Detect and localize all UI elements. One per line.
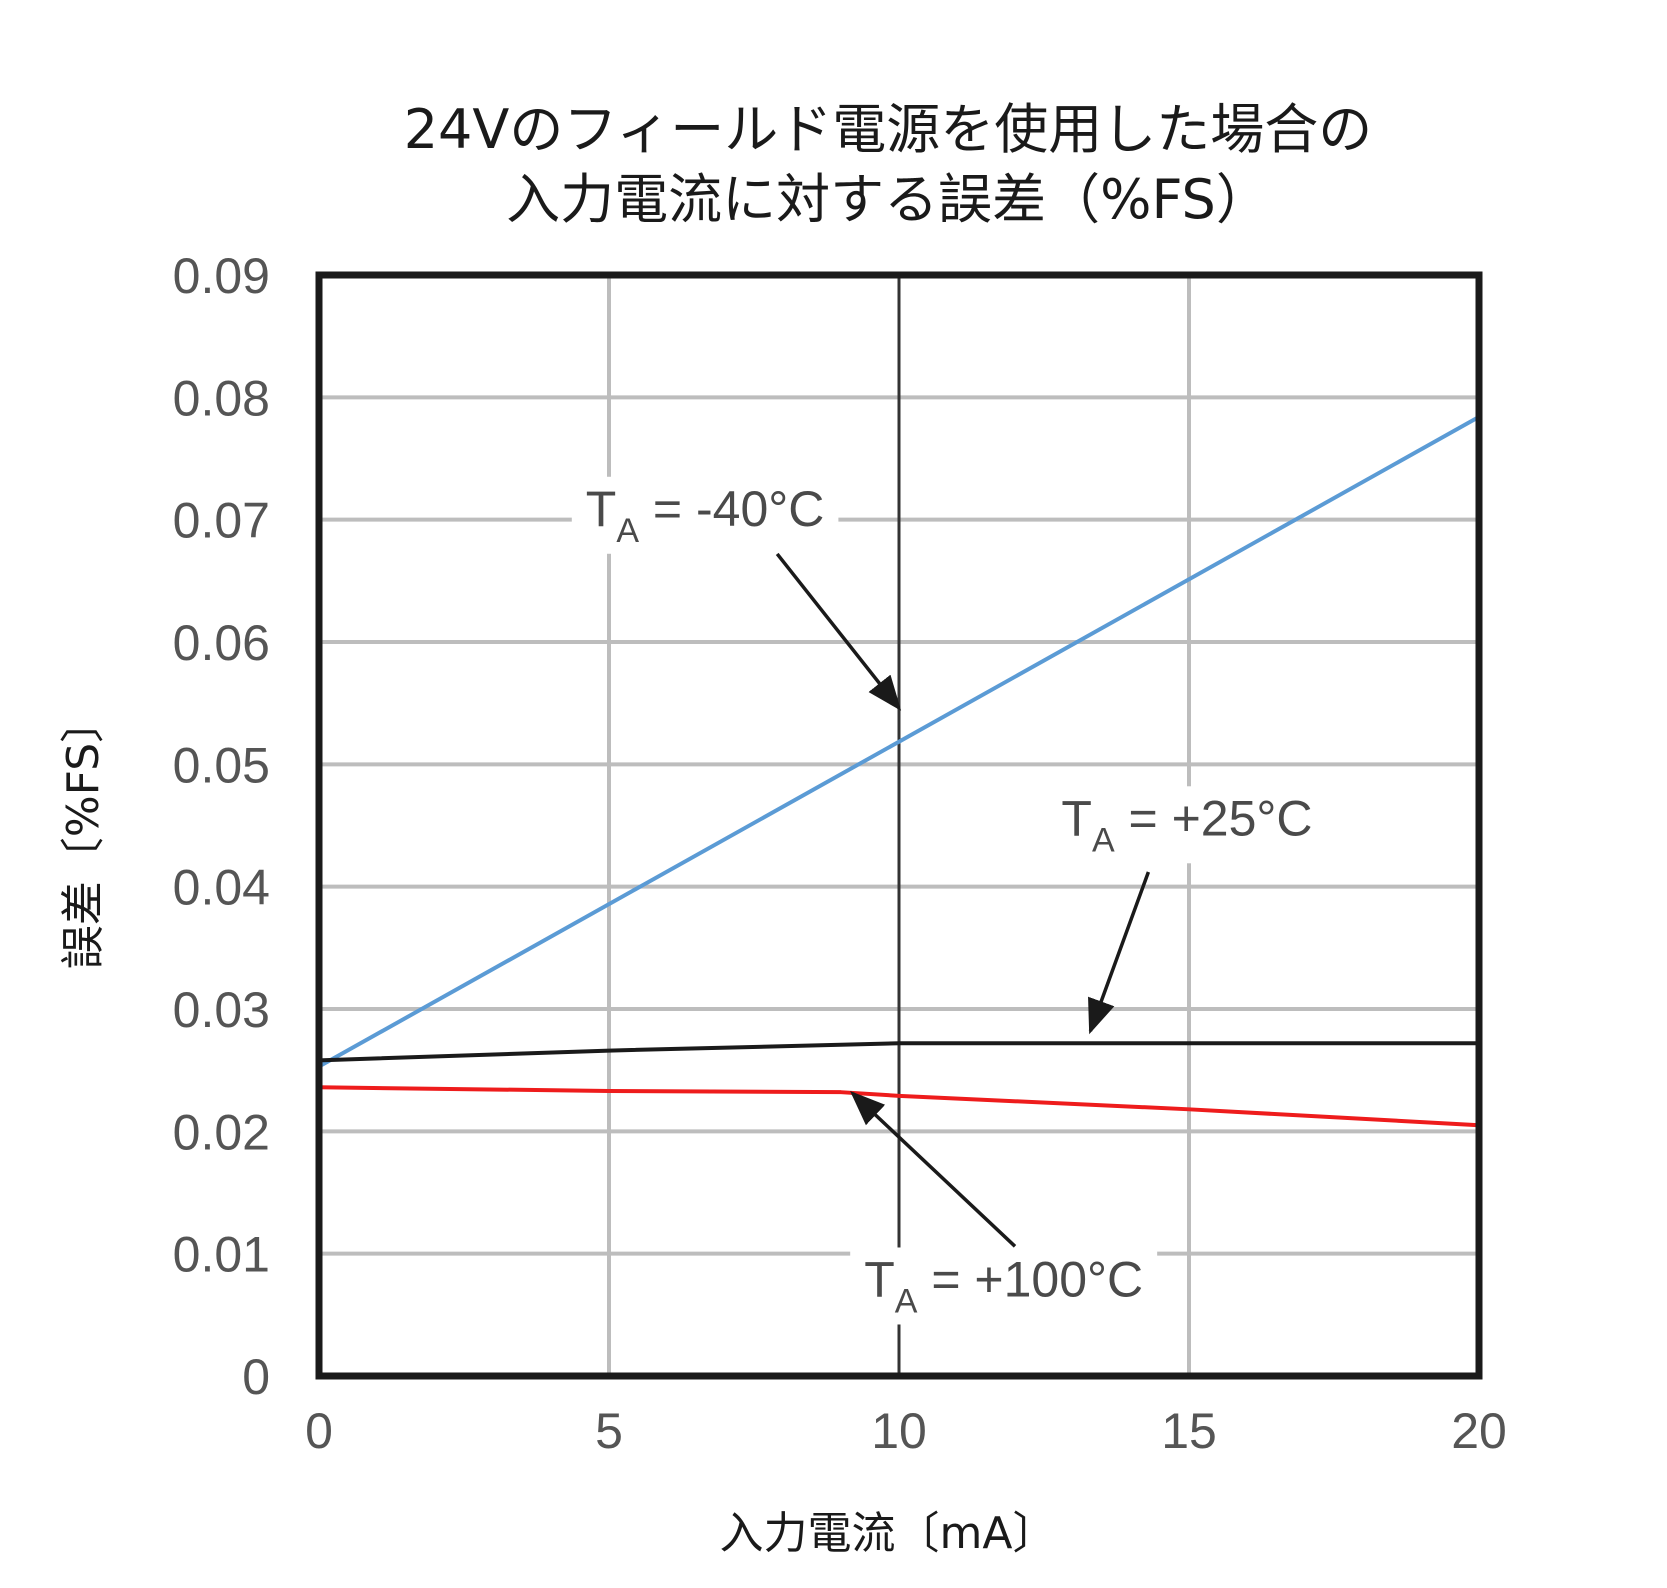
y-tick-label-8: 0.08 bbox=[173, 370, 270, 426]
y-tick-label-2: 0.02 bbox=[173, 1104, 270, 1160]
annotation-label-1: TA = +25°C bbox=[1061, 790, 1312, 859]
x-axis-label: 入力電流〔mA〕 bbox=[720, 1508, 1057, 1559]
y-axis-label: 誤差〔%FS〕 bbox=[58, 699, 109, 969]
x-tick-label-2: 10 bbox=[871, 1403, 927, 1459]
annotation-arrow-0 bbox=[775, 552, 902, 711]
x-tick-label-1: 5 bbox=[595, 1403, 623, 1459]
y-tick-label-9: 0.09 bbox=[173, 248, 270, 304]
tick-labels: 0 0.01 0.02 0.03 0.04 0.05 0.06 0.07 0.08 0.09 0 5 1… bbox=[173, 248, 1507, 1459]
chart-title-line-1: 24Vのフィールド電源を使用した場合の bbox=[404, 98, 1373, 161]
y-tick-label-5: 0.05 bbox=[173, 737, 270, 793]
x-tick-label-3: 15 bbox=[1161, 1403, 1217, 1459]
y-tick-label-1: 0.01 bbox=[173, 1227, 270, 1283]
plot-frame bbox=[315, 271, 1483, 1380]
series-line-1 bbox=[318, 1041, 1479, 1063]
y-tick-label-4: 0.04 bbox=[173, 860, 270, 916]
annotation-label-0: TA = -40°C bbox=[586, 481, 825, 550]
annotation-bg-2 bbox=[850, 1247, 1158, 1325]
annotation-arrow-1 bbox=[1088, 871, 1151, 1035]
x-tick-label-0: 0 bbox=[305, 1403, 333, 1459]
annotations: TA = -40°C TA = +25°C TA = +100°C bbox=[571, 476, 1327, 1325]
annotation-label-2: TA = +100°C bbox=[864, 1251, 1143, 1320]
y-tick-label-3: 0.03 bbox=[173, 982, 270, 1038]
annotation-bg-0 bbox=[571, 476, 839, 554]
y-tick-label-7: 0.07 bbox=[173, 493, 270, 549]
annotation-bg-1 bbox=[1047, 786, 1327, 864]
annotation-arrow-2 bbox=[850, 1091, 1017, 1248]
y-tick-label-0: 0 bbox=[242, 1349, 270, 1405]
chart-title-line-2: 入力電流に対する誤差（%FS） bbox=[506, 168, 1270, 231]
x-tick-label-4: 20 bbox=[1451, 1403, 1507, 1459]
y-tick-label-6: 0.06 bbox=[173, 615, 270, 671]
grid bbox=[319, 275, 1479, 1376]
series-line-0 bbox=[318, 415, 1480, 1069]
